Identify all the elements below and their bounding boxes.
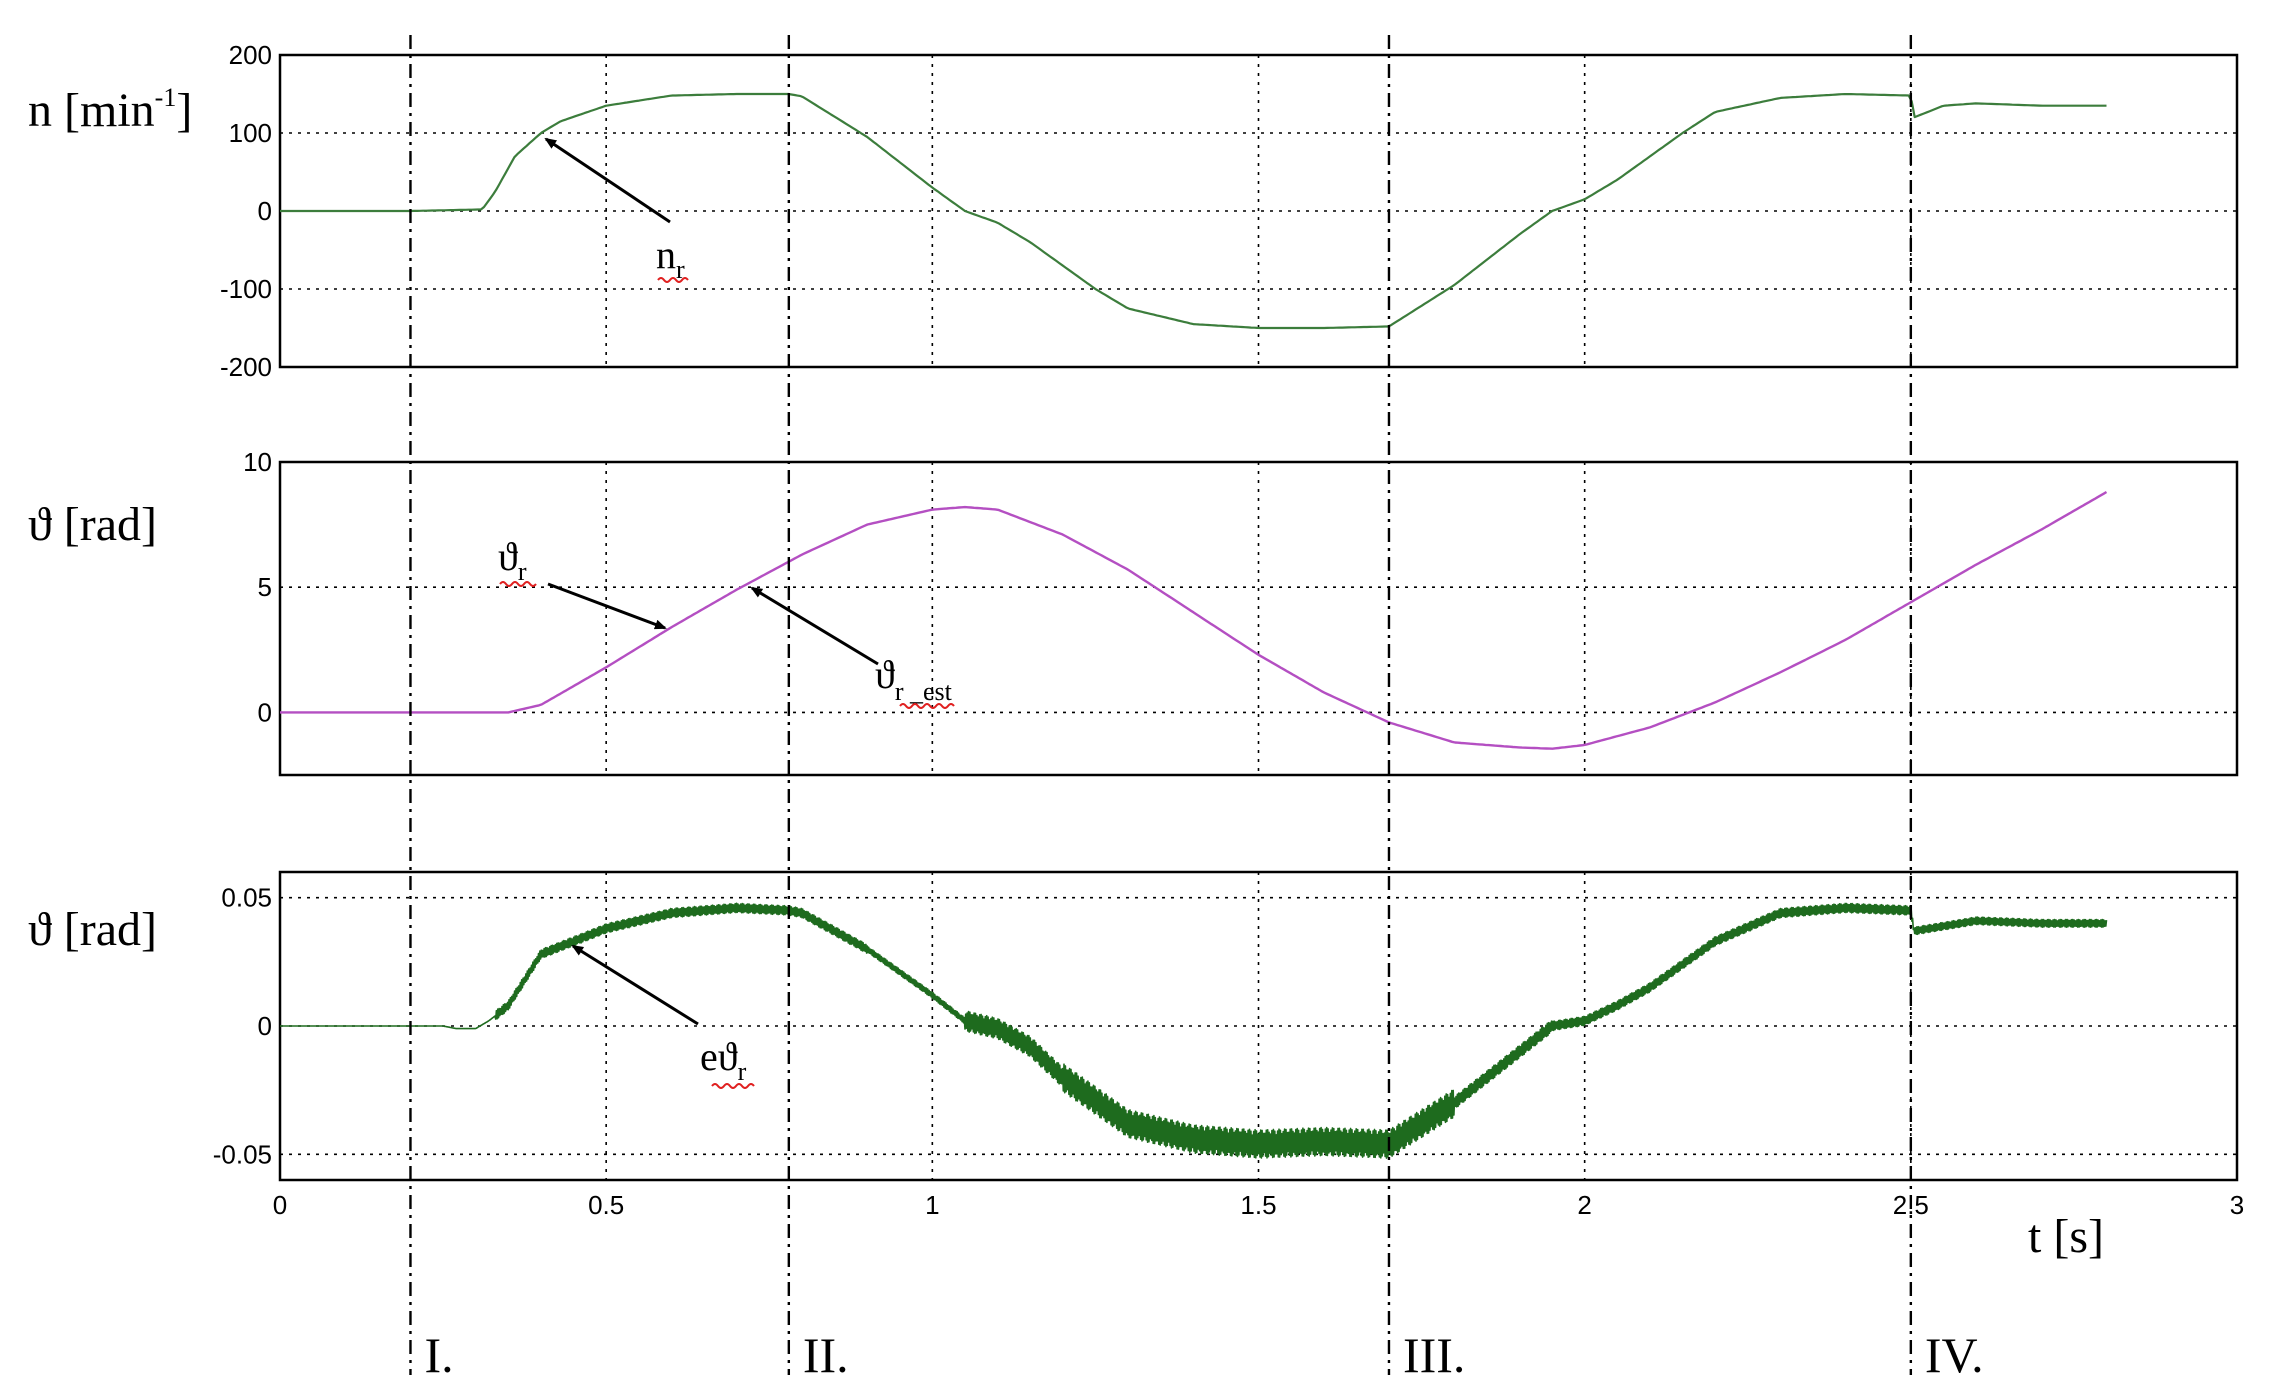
- phase-label: IV.: [1925, 1327, 1984, 1383]
- angle-annotation-2: ϑr _est: [750, 586, 955, 709]
- phase-label: II.: [803, 1327, 849, 1383]
- y-tick-label: 0: [258, 1011, 272, 1041]
- y-tick-label: 10: [243, 447, 272, 477]
- speed-annotation: nr: [544, 137, 689, 284]
- phase-label: III.: [1403, 1327, 1465, 1383]
- y-tick-label: 0.05: [221, 883, 272, 913]
- error-annotation-arrow: [571, 944, 699, 1026]
- error-annotation-label: eϑr: [700, 1034, 747, 1086]
- x-tick-label: 1: [925, 1190, 939, 1220]
- series-line-speed: [280, 92, 2107, 330]
- error-annotation: eϑr: [571, 944, 755, 1089]
- spell-underline: [499, 581, 537, 587]
- angle-annotation-2-label: ϑr _est: [875, 652, 953, 706]
- speed-annotation-arrow: [544, 137, 671, 224]
- y-tick-label: 100: [229, 118, 272, 148]
- phase-layer: I. II. III. IV.: [409, 35, 1984, 1383]
- angle-annotation-2-arrow: [750, 586, 879, 666]
- spell-underline: [657, 277, 689, 283]
- series-layer: [279, 92, 2108, 1159]
- x-tick-label: 0.5: [588, 1190, 624, 1220]
- x-tick-label: 2: [1577, 1190, 1591, 1220]
- y-tick-label: -0.05: [213, 1139, 272, 1169]
- angle-annotation-1: ϑr: [498, 534, 667, 630]
- speed-ylabel: n [min-1]: [28, 83, 192, 137]
- angle-annotation-1-arrow: [547, 582, 667, 630]
- x-tick-label: 1.5: [1240, 1190, 1276, 1220]
- error-ylabel: ϑ [rad]: [28, 903, 157, 956]
- y-tick-label: 200: [229, 40, 272, 70]
- y-tick-label: 5: [258, 572, 272, 602]
- series-line-angle: [280, 490, 2108, 750]
- x-tick-label: 3: [2230, 1190, 2244, 1220]
- y-tick-label: -100: [220, 274, 272, 304]
- x-axis-label: t [s]: [2028, 1210, 2104, 1263]
- phase-label: I.: [424, 1327, 453, 1383]
- speed-annotation-label: nr: [656, 232, 685, 284]
- spell-underline: [711, 1083, 755, 1089]
- angle-ylabel: ϑ [rad]: [28, 498, 157, 551]
- y-tick-label: -200: [220, 352, 272, 382]
- angle-annotation-1-label: ϑr: [498, 534, 527, 586]
- y-tick-label: 0: [258, 697, 272, 727]
- series-line-error: [279, 902, 2108, 1159]
- x-tick-label: 0: [273, 1190, 287, 1220]
- y-tick-label: 0: [258, 196, 272, 226]
- spell-underline: [899, 703, 955, 709]
